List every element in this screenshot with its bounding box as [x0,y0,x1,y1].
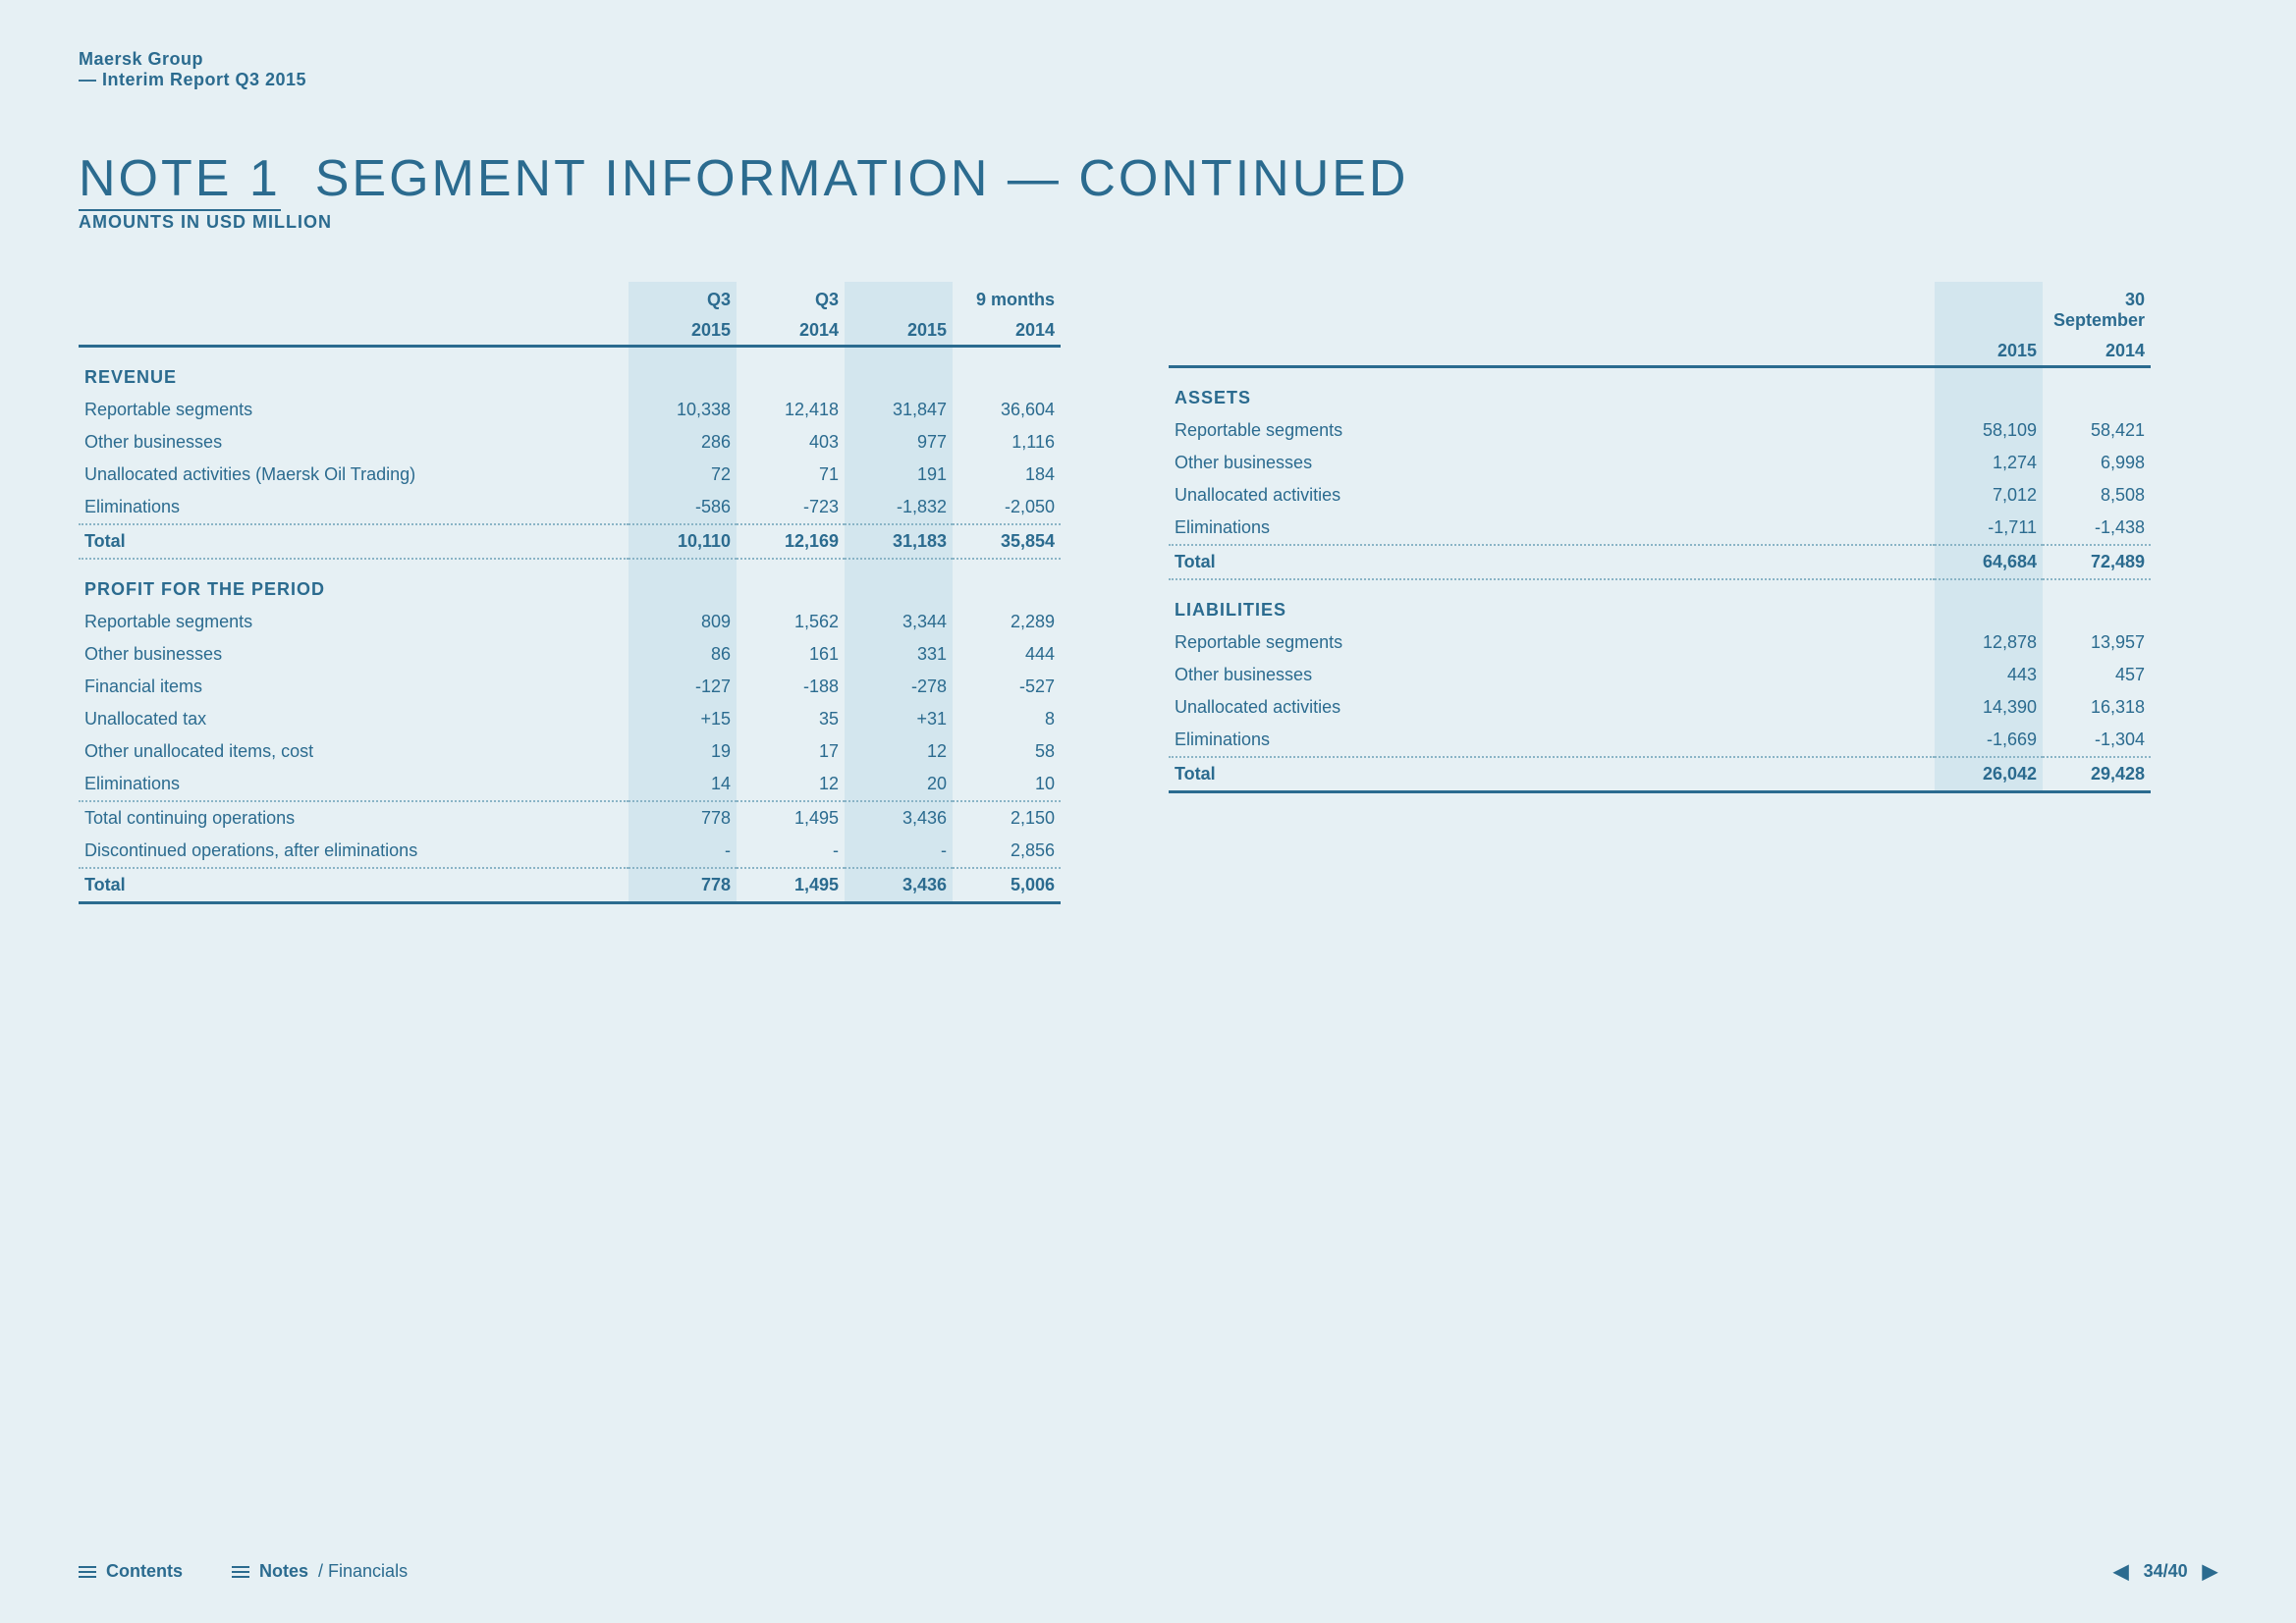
liabilities-total: Total26,04229,428 [1169,757,2151,792]
table-row: Reportable segments10,33812,41831,84736,… [79,394,1061,426]
table-row: Financial items-127-188-278-527 [79,671,1061,703]
table-row: Other businesses443457 [1169,659,2151,691]
notes-link[interactable]: Notes / Financials [232,1561,408,1582]
table-row: Eliminations14122010 [79,768,1061,801]
table-row: Unallocated activities7,0128,508 [1169,479,2151,512]
prev-page-icon[interactable]: ◀ [2113,1559,2128,1584]
menu-icon [79,1563,96,1581]
page-number: 34/40 [2144,1561,2188,1582]
tables-container: Q3Q39 months 2015201420152014 REVENUE Re… [79,282,2217,904]
table-row: Unallocated tax+1535+318 [79,703,1061,735]
company-name: Maersk Group [79,49,2217,70]
table-row: Reportable segments58,10958,421 [1169,414,2151,447]
table-row: Reportable segments8091,5623,3442,289 [79,606,1061,638]
table-row: Reportable segments12,87813,957 [1169,626,2151,659]
title-text: SEGMENT INFORMATION — CONTINUED [315,150,1409,207]
table-row: Unallocated activities (Maersk Oil Tradi… [79,459,1061,491]
discontinued-ops-row: Discontinued operations, after eliminati… [79,835,1061,868]
note-number: NOTE 1 [79,150,281,211]
subtitle: AMOUNTS IN USD MILLION [79,212,2217,233]
liabilities-heading: LIABILITIES [1169,579,1935,626]
contents-link[interactable]: Contents [79,1561,183,1582]
page-title: NOTE 1 SEGMENT INFORMATION — CONTINUED A… [79,149,2217,233]
assets-total: Total64,68472,489 [1169,545,2151,579]
profit-total: Total7781,4953,4365,006 [79,868,1061,903]
next-page-icon[interactable]: ▶ [2203,1559,2217,1584]
report-name: — Interim Report Q3 2015 [79,70,2217,90]
revenue-heading: REVENUE [79,347,629,395]
table-row: Other businesses86161331444 [79,638,1061,671]
profit-heading: PROFIT FOR THE PERIOD [79,559,629,606]
col-date: 30 September [2043,282,2151,335]
col-q3-2015: Q3 [629,282,737,314]
table-row: Other businesses1,2746,998 [1169,447,2151,479]
table-row: Other businesses2864039771,116 [79,426,1061,459]
col-9months: 9 months [953,282,1061,314]
table-row: Unallocated activities14,39016,318 [1169,691,2151,724]
table-row: Eliminations-1,669-1,304 [1169,724,2151,757]
table-row: Eliminations-586-723-1,832-2,050 [79,491,1061,524]
right-table: 30 September 20152014 ASSETS Reportable … [1169,282,2151,904]
revenue-total: Total10,11012,16931,18335,854 [79,524,1061,559]
header-meta: Maersk Group — Interim Report Q3 2015 [79,49,2217,90]
continuing-ops-row: Total continuing operations7781,4953,436… [79,801,1061,835]
assets-heading: ASSETS [1169,367,1935,415]
table-row: Other unallocated items, cost19171258 [79,735,1061,768]
footer: Contents Notes / Financials ◀ 34/40 ▶ [79,1559,2217,1584]
col-q3-2014: Q3 [737,282,845,314]
menu-icon [232,1563,249,1581]
table-row: Eliminations-1,711-1,438 [1169,512,2151,545]
left-table: Q3Q39 months 2015201420152014 REVENUE Re… [79,282,1061,904]
